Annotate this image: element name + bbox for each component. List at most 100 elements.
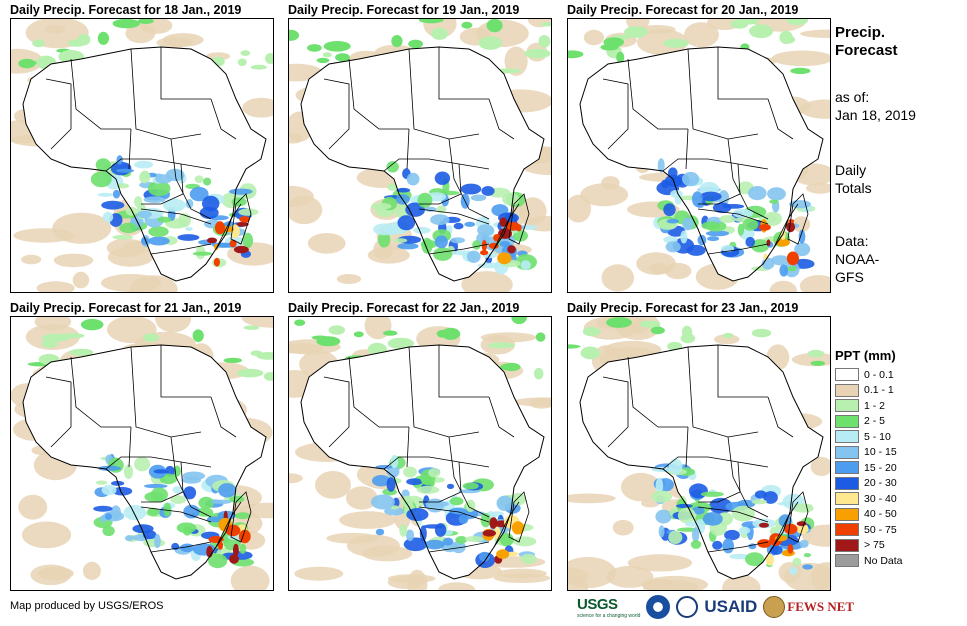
country-border bbox=[438, 47, 489, 100]
precip-area bbox=[606, 317, 632, 328]
precip-area bbox=[183, 486, 197, 500]
precip-area bbox=[18, 494, 48, 520]
country-border bbox=[130, 48, 202, 140]
precip-area bbox=[538, 35, 551, 48]
precip-area bbox=[500, 363, 521, 371]
precip-area bbox=[386, 477, 396, 492]
usaid-logo-text: USAID bbox=[704, 597, 758, 616]
country-border bbox=[698, 163, 741, 205]
precip-area bbox=[370, 202, 392, 210]
country-border bbox=[772, 501, 799, 548]
precip-area bbox=[134, 160, 154, 169]
precip-area bbox=[384, 506, 405, 516]
precip-area bbox=[42, 333, 70, 342]
legend-item: 1 - 2 bbox=[835, 398, 903, 414]
precip-area bbox=[401, 495, 414, 508]
precip-core bbox=[213, 257, 220, 267]
precip-area bbox=[112, 19, 140, 29]
precip-area bbox=[496, 568, 547, 579]
legend-swatch bbox=[835, 523, 859, 537]
legend-label: 50 - 75 bbox=[864, 523, 897, 536]
precip-area bbox=[701, 221, 721, 230]
precip-area bbox=[461, 271, 513, 292]
data-line3: GFS bbox=[835, 269, 864, 285]
precip-area bbox=[449, 497, 464, 506]
precip-area bbox=[477, 262, 502, 269]
country-border bbox=[493, 203, 520, 250]
precip-area bbox=[189, 186, 209, 202]
asof-date: Jan 18, 2019 bbox=[835, 107, 916, 123]
country-border bbox=[323, 376, 350, 448]
precip-area bbox=[520, 553, 537, 565]
panel-title: Daily Precip. Forecast for 21 Jan., 2019 bbox=[10, 301, 242, 315]
usgs-logo: USGS science for a changing world bbox=[577, 596, 640, 619]
precip-core bbox=[493, 526, 501, 539]
legend-label: No Data bbox=[864, 554, 903, 567]
precip-area bbox=[391, 35, 403, 48]
precip-area bbox=[724, 529, 740, 541]
country-border bbox=[448, 138, 490, 220]
precip-area bbox=[323, 41, 351, 52]
precip-area bbox=[80, 318, 104, 331]
legend-swatch bbox=[835, 492, 859, 506]
precip-area bbox=[322, 52, 332, 58]
precip-area bbox=[786, 19, 809, 26]
precip-area bbox=[143, 196, 166, 203]
precip-area bbox=[95, 480, 108, 485]
country-border bbox=[406, 128, 410, 170]
country-border bbox=[428, 243, 490, 255]
precip-core bbox=[480, 250, 489, 256]
legend-rows: 0 - 0.1 0.1 - 1 1 - 2 2 - 5 5 - 10 10 - 15 15 … bbox=[835, 367, 903, 569]
precip-area bbox=[487, 342, 515, 349]
precip-area bbox=[663, 38, 689, 48]
africa-map bbox=[11, 317, 273, 590]
logos: USGS science for a changing world USAID … bbox=[577, 593, 854, 621]
precip-area bbox=[112, 234, 134, 240]
precip-area bbox=[18, 58, 36, 69]
asof-label: as of: bbox=[835, 89, 870, 105]
precip-area bbox=[450, 237, 465, 244]
precip-area bbox=[428, 468, 441, 478]
precip-area bbox=[144, 491, 164, 502]
precip-area bbox=[13, 228, 75, 243]
precip-area bbox=[436, 330, 448, 338]
precip-area bbox=[732, 208, 754, 218]
precip-area bbox=[741, 19, 760, 25]
precip-area bbox=[524, 48, 551, 59]
precip-area bbox=[185, 226, 193, 231]
legend-label: 5 - 10 bbox=[864, 430, 891, 443]
precip-core bbox=[214, 221, 226, 235]
precip-area bbox=[116, 168, 134, 173]
precip-area bbox=[397, 215, 416, 231]
country-border bbox=[488, 396, 515, 438]
precip-area bbox=[769, 199, 779, 204]
precip-area bbox=[511, 317, 527, 325]
usgs-tagline: science for a changing world bbox=[577, 612, 641, 619]
precip-area bbox=[156, 37, 193, 48]
country-border bbox=[428, 541, 490, 553]
precip-area bbox=[107, 247, 154, 267]
precip-area bbox=[147, 180, 171, 197]
madagascar bbox=[230, 193, 252, 245]
precip-area bbox=[477, 224, 495, 237]
precip-area bbox=[601, 264, 635, 292]
country-border bbox=[170, 138, 212, 220]
precip-area bbox=[53, 253, 94, 268]
precip-core bbox=[766, 239, 771, 247]
legend-label: 40 - 50 bbox=[864, 508, 897, 521]
precip-area bbox=[370, 494, 395, 510]
legend-swatch bbox=[835, 538, 859, 552]
precip-area bbox=[770, 255, 790, 266]
country-border bbox=[767, 396, 794, 438]
precip-area bbox=[77, 34, 91, 46]
precip-area bbox=[616, 51, 625, 64]
africa-map bbox=[11, 19, 273, 292]
precip-area bbox=[93, 505, 113, 512]
precip-area bbox=[326, 532, 379, 544]
precip-area bbox=[692, 191, 703, 208]
precip-area bbox=[455, 536, 467, 544]
precip-area bbox=[464, 221, 476, 227]
precip-area bbox=[777, 501, 800, 506]
precip-area bbox=[237, 58, 247, 67]
precip-area bbox=[289, 29, 300, 41]
